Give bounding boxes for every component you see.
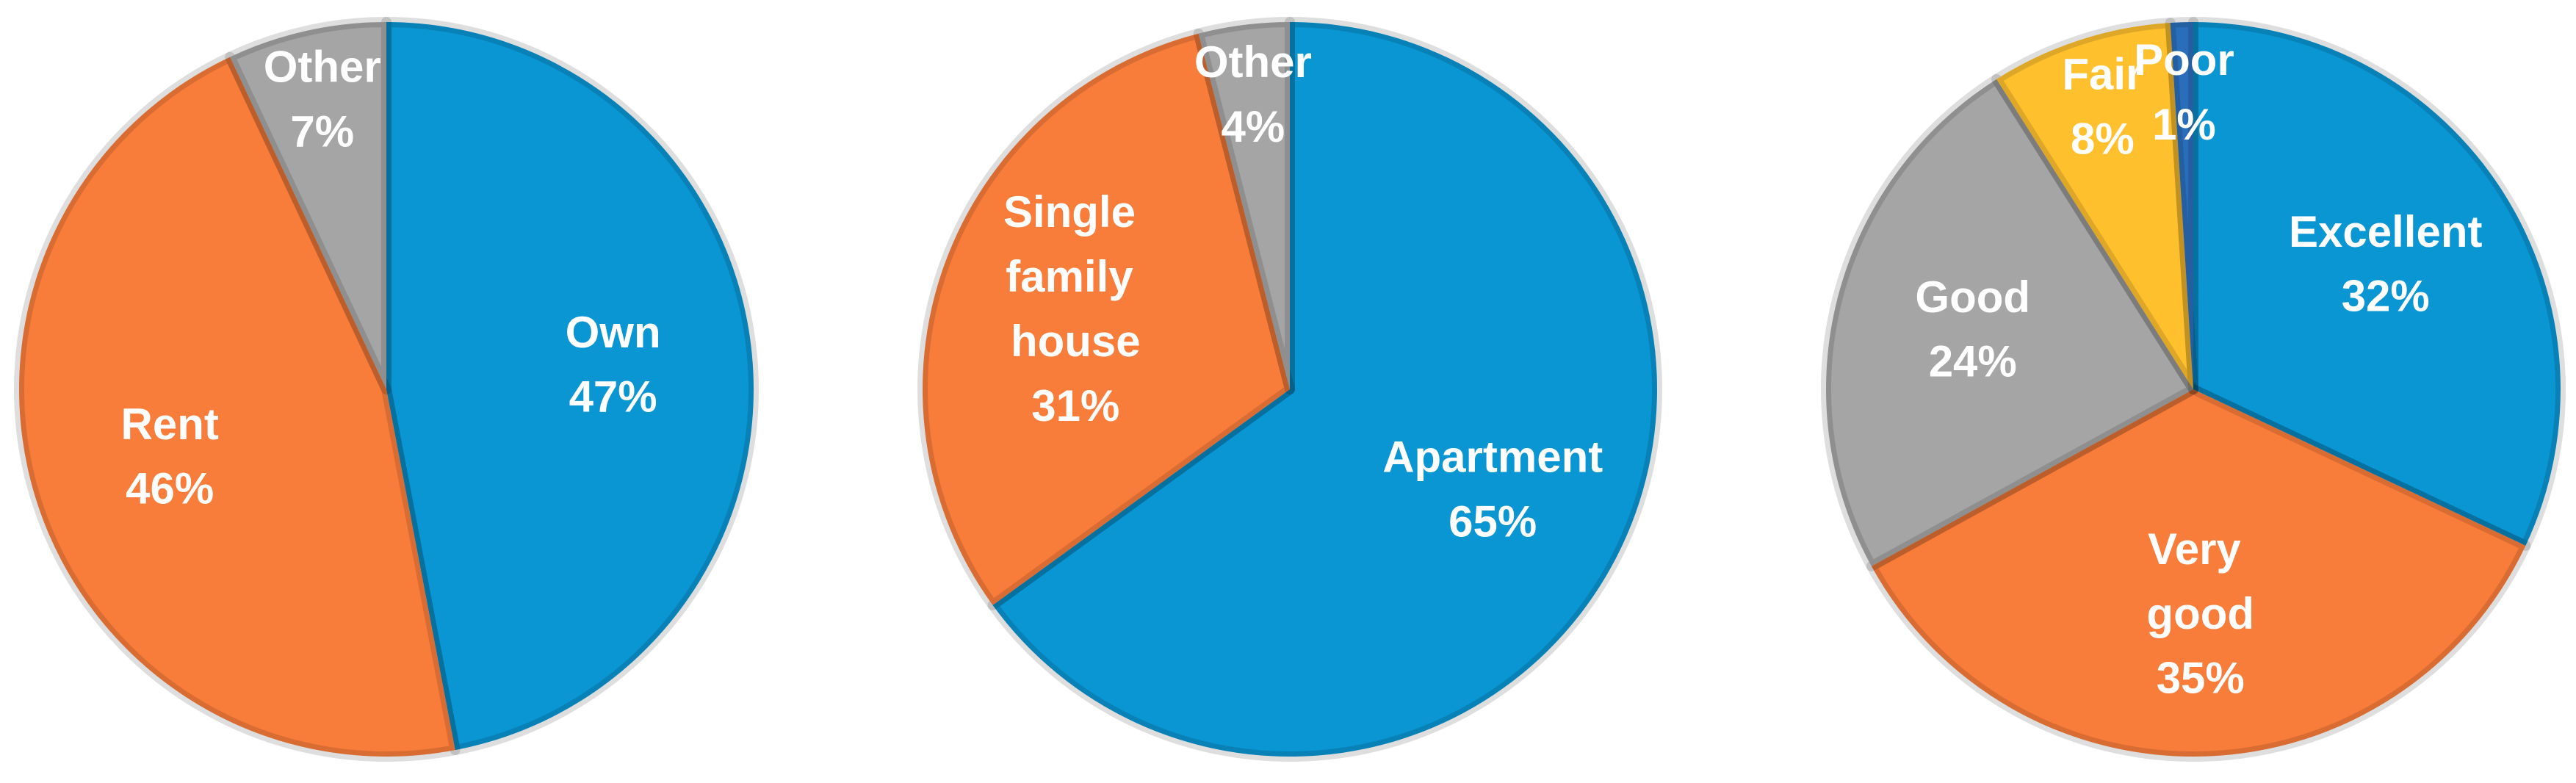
slice-value: 24% bbox=[1929, 337, 2017, 386]
slice-label: Poor bbox=[2134, 35, 2234, 84]
pie-slice bbox=[225, 17, 392, 394]
slice-label: Rent bbox=[121, 400, 219, 449]
slice-label: Fair bbox=[2062, 49, 2143, 98]
pie-slice bbox=[987, 17, 1662, 762]
slice-label: Other bbox=[1194, 37, 1312, 87]
slice-value: 31% bbox=[1031, 381, 1119, 430]
slice-label: Good bbox=[1915, 273, 2030, 322]
slice-label: Own bbox=[566, 308, 661, 357]
slice-label: Excellent bbox=[2289, 207, 2482, 256]
slice-value: 8% bbox=[2071, 114, 2135, 163]
pie: Excellent 32% Very good 35% Good 24% Fair 8% Poo… bbox=[1821, 17, 2566, 762]
pie-slice bbox=[381, 17, 759, 756]
pie: Apartment 65% Single family house 31% Other 4… bbox=[917, 17, 1662, 762]
slice-label: Apartment bbox=[1382, 433, 1603, 482]
slice-value: 1% bbox=[2152, 100, 2216, 149]
pie-slice bbox=[1193, 17, 1295, 394]
slice-label: Single family house bbox=[1003, 187, 1148, 366]
pie-slice bbox=[1866, 384, 2531, 762]
pie-slice bbox=[917, 28, 1295, 610]
pie-slice bbox=[14, 51, 461, 762]
pie-slice bbox=[2165, 17, 2198, 394]
slice-value: 46% bbox=[126, 464, 214, 513]
slice-value: 65% bbox=[1448, 497, 1537, 546]
slice-label: Very good bbox=[2146, 524, 2254, 638]
slice-value: 32% bbox=[2342, 272, 2430, 321]
slice-value: 4% bbox=[1222, 102, 1285, 151]
slice-value: 7% bbox=[290, 107, 354, 156]
pie-slice bbox=[1991, 17, 2198, 394]
slice-label: Other bbox=[264, 42, 381, 91]
slice-value: 35% bbox=[2157, 654, 2245, 703]
pie-slice bbox=[2188, 17, 2566, 551]
slice-value: 47% bbox=[569, 372, 657, 422]
pie: Own 47% Rent 46% Other 7% bbox=[14, 17, 759, 762]
pie-slice bbox=[1821, 73, 2198, 571]
